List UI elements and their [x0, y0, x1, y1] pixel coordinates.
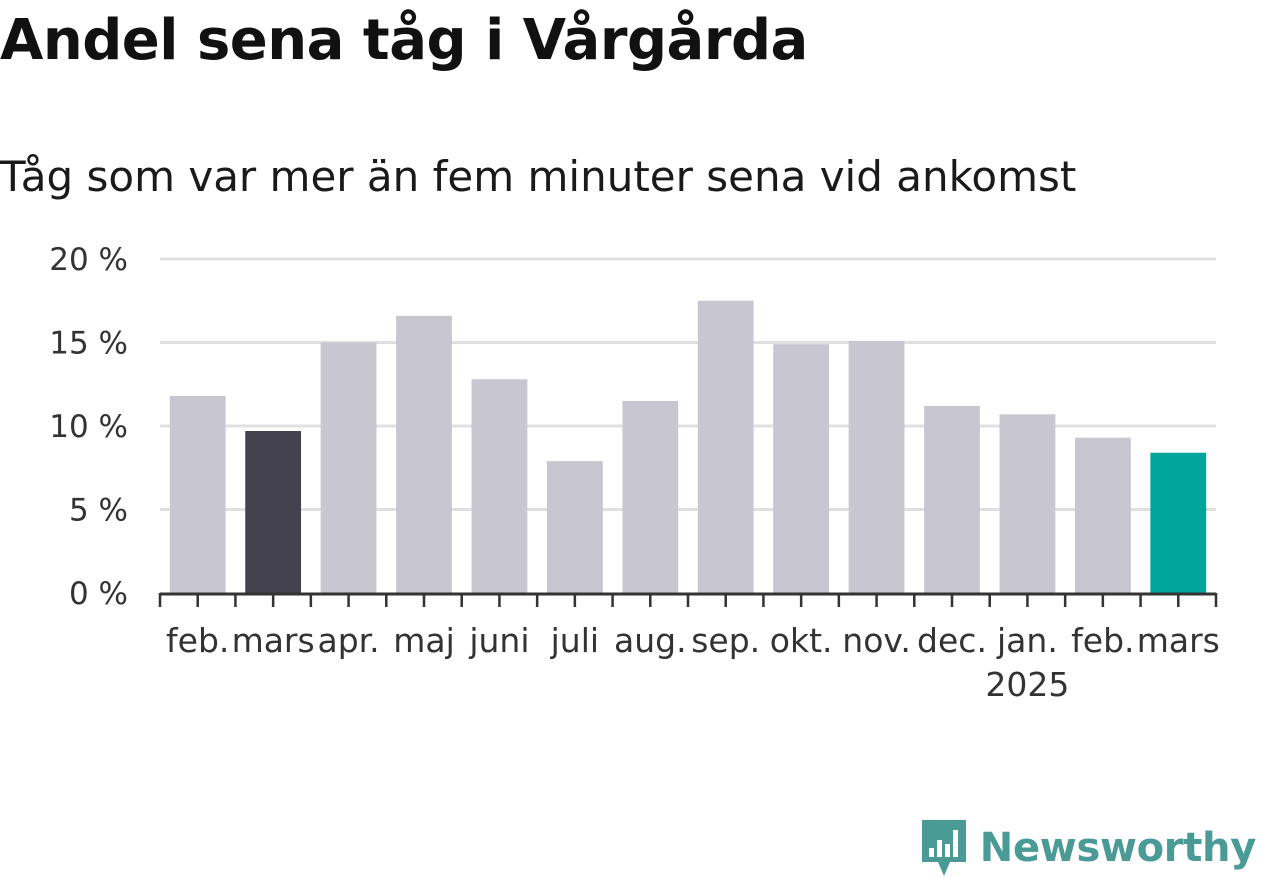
- y-tick-label: 0 %: [69, 576, 128, 612]
- bar: [546, 461, 603, 593]
- x-tick-label: apr.: [317, 621, 379, 660]
- x-tick-label: mars: [1137, 621, 1220, 660]
- bar: [320, 342, 377, 593]
- x-tick-label: okt.: [770, 621, 833, 660]
- bar: [245, 431, 302, 593]
- brand-name: Newsworthy: [979, 825, 1257, 871]
- x-axis: [158, 592, 1218, 607]
- bars: [169, 300, 1207, 593]
- x-year-label: 2025: [985, 665, 1069, 704]
- bar: [697, 300, 754, 593]
- y-tick-label: 20 %: [49, 242, 128, 278]
- chart-subtitle: Tåg som var mer än fem minuter sena vid …: [0, 152, 1077, 201]
- y-axis-labels: 0 % 5 % 10 % 15 % 20 %: [49, 242, 128, 612]
- x-tick-label: juni: [468, 621, 529, 660]
- bar: [924, 405, 980, 593]
- bar: [999, 414, 1056, 593]
- y-tick-label: 10 %: [49, 409, 128, 445]
- chart-title: Andel sena tåg i Vårgårda: [0, 8, 808, 73]
- x-tick-label: nov.: [842, 621, 911, 660]
- grid-lines: [160, 257, 1216, 511]
- x-tick-label: maj: [393, 621, 455, 660]
- x-tick-label: sep.: [691, 621, 760, 660]
- bar: [1074, 437, 1131, 593]
- x-tick-label: dec.: [917, 621, 987, 660]
- newsworthy-logo: Newsworthy: [920, 818, 1256, 878]
- bar: [1150, 452, 1207, 593]
- bar: [471, 379, 528, 593]
- x-tick-label: mars: [232, 621, 315, 660]
- x-tick-label: juli: [550, 621, 599, 660]
- x-tick-label: feb.: [1071, 621, 1134, 660]
- x-tick-label: jan.: [996, 621, 1058, 660]
- bar: [396, 315, 452, 593]
- bar: [622, 400, 679, 593]
- x-tick-label: feb.: [166, 621, 229, 660]
- x-axis-labels: feb. mars apr. maj juni juli aug. sep. okt. nov. d…: [166, 621, 1220, 704]
- bar: [169, 395, 226, 593]
- x-tick-label: aug.: [614, 621, 687, 660]
- bar: [848, 340, 905, 593]
- y-tick-label: 5 %: [69, 493, 128, 529]
- bar: [773, 344, 830, 593]
- y-tick-label: 15 %: [49, 326, 128, 362]
- newsworthy-logo-icon: [921, 820, 966, 876]
